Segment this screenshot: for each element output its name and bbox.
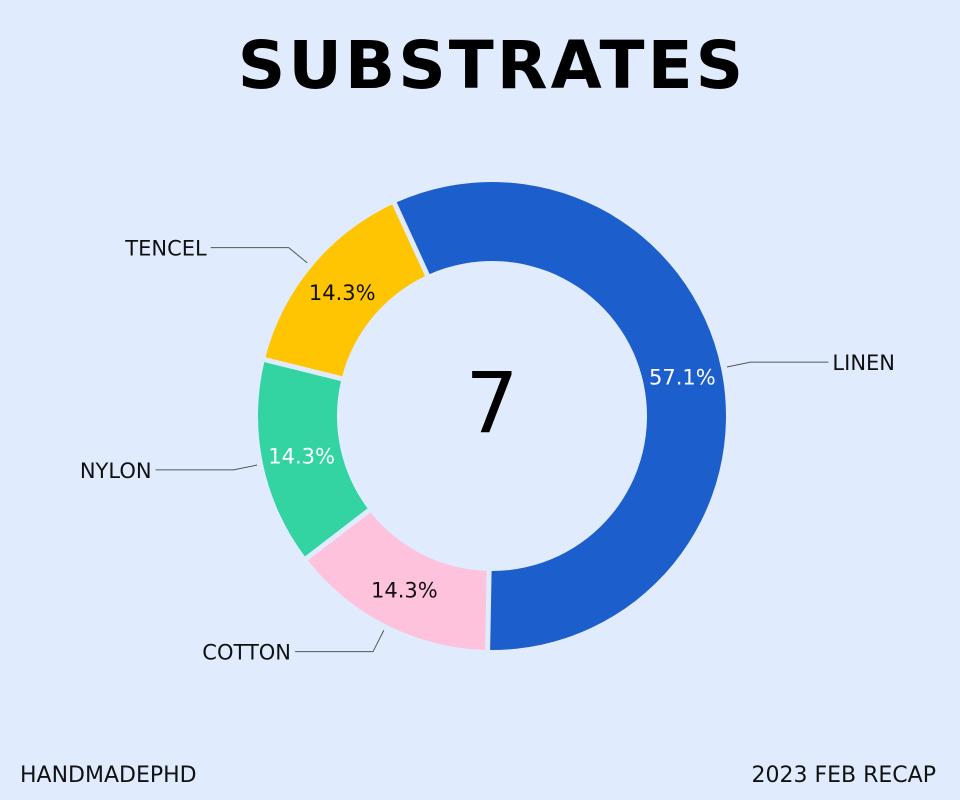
slice-cotton — [307, 512, 487, 650]
category-label-nylon: NYLON — [80, 459, 152, 483]
leader-line-cotton — [295, 630, 385, 653]
slice-nylon — [257, 362, 368, 557]
leader-lines-layer — [155, 247, 829, 653]
leader-line-linen — [726, 361, 829, 368]
footer-recap-label: 2023 FEB RECAP — [751, 763, 937, 788]
percent-label-tencel: 14.3% — [309, 281, 376, 305]
category-label-linen: LINEN — [832, 351, 895, 375]
footer-brand: HANDMADEPHD — [20, 763, 197, 788]
percent-label-cotton: 14.3% — [371, 579, 438, 603]
percent-label-nylon: 14.3% — [268, 445, 335, 469]
category-label-cotton: COTTON — [202, 641, 291, 665]
chart-title: SUBSTRATES — [238, 27, 746, 104]
leader-line-tencel — [210, 247, 308, 264]
slice-tencel — [265, 204, 426, 377]
slice-linen — [396, 182, 727, 651]
center-total-label: 7 — [465, 354, 518, 452]
category-label-tencel: TENCEL — [124, 237, 207, 261]
slices-layer — [257, 182, 727, 651]
percent-label-linen: 57.1% — [649, 365, 716, 389]
labels-layer: 14.3% NYLON 14.3% TENCEL 57.1% LINEN 14.3% COTT… — [80, 237, 895, 665]
leader-line-nylon — [155, 464, 258, 471]
